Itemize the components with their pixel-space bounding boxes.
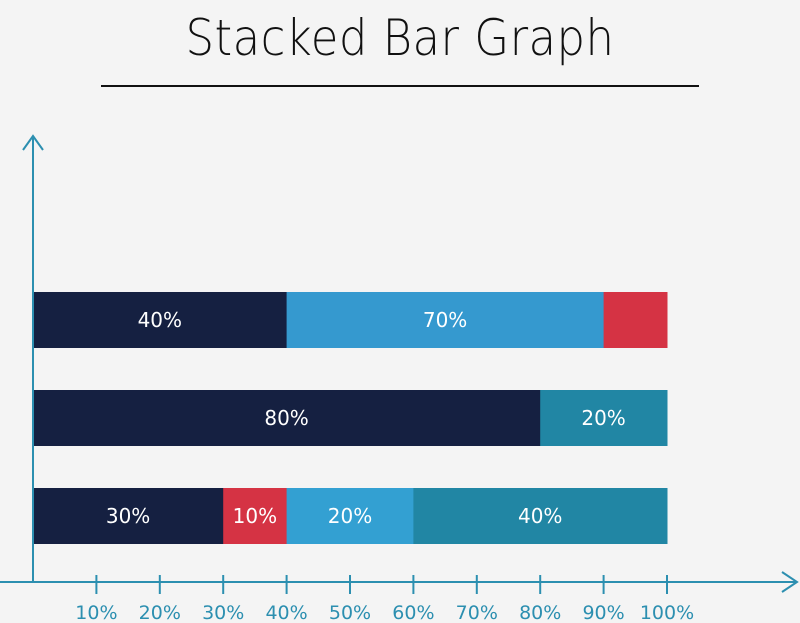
bar-3-segment-3 xyxy=(286,488,414,544)
x-tick-label-100: 100% xyxy=(640,602,694,623)
x-tick-label-40: 40% xyxy=(265,602,307,623)
chart-title: Stacked Bar Graph xyxy=(185,9,615,67)
bar-3-segment-1-label: 30% xyxy=(106,504,150,528)
title-underline xyxy=(101,85,699,87)
x-tick-label-80: 80% xyxy=(519,602,561,623)
bar-3-segment-3-label: 20% xyxy=(328,504,372,528)
bar-1-segment-1-label: 40% xyxy=(138,308,182,332)
bar-3-segment-2-label: 10% xyxy=(233,504,277,528)
bar-3-segment-4 xyxy=(413,488,668,544)
bar-1-segment-2-label: 70% xyxy=(423,308,467,332)
bar-2-segment-1-label: 80% xyxy=(264,406,308,430)
bar-2-segment-2 xyxy=(540,390,668,446)
bar-1-segment-2 xyxy=(286,292,605,348)
bar-2-segment-1 xyxy=(33,390,541,446)
x-axis-arrow-icon xyxy=(781,571,799,593)
x-tick-label-20: 20% xyxy=(139,602,181,623)
x-tick-label-90: 90% xyxy=(582,602,624,623)
bar-2-segment-2-label: 20% xyxy=(581,406,625,430)
bar-1-segment-1 xyxy=(33,292,288,348)
x-tick-label-30: 30% xyxy=(202,602,244,623)
y-axis-arrow-icon xyxy=(22,134,44,151)
x-tick-label-60: 60% xyxy=(392,602,434,623)
bar-1-segment-3 xyxy=(603,292,668,348)
x-tick-label-70: 70% xyxy=(456,602,498,623)
bar-3-segment-1 xyxy=(33,488,224,544)
x-tick-label-50: 50% xyxy=(329,602,371,623)
x-tick-label-10: 10% xyxy=(75,602,117,623)
bar-3-segment-4-label: 40% xyxy=(518,504,562,528)
bar-3-segment-2 xyxy=(223,488,288,544)
